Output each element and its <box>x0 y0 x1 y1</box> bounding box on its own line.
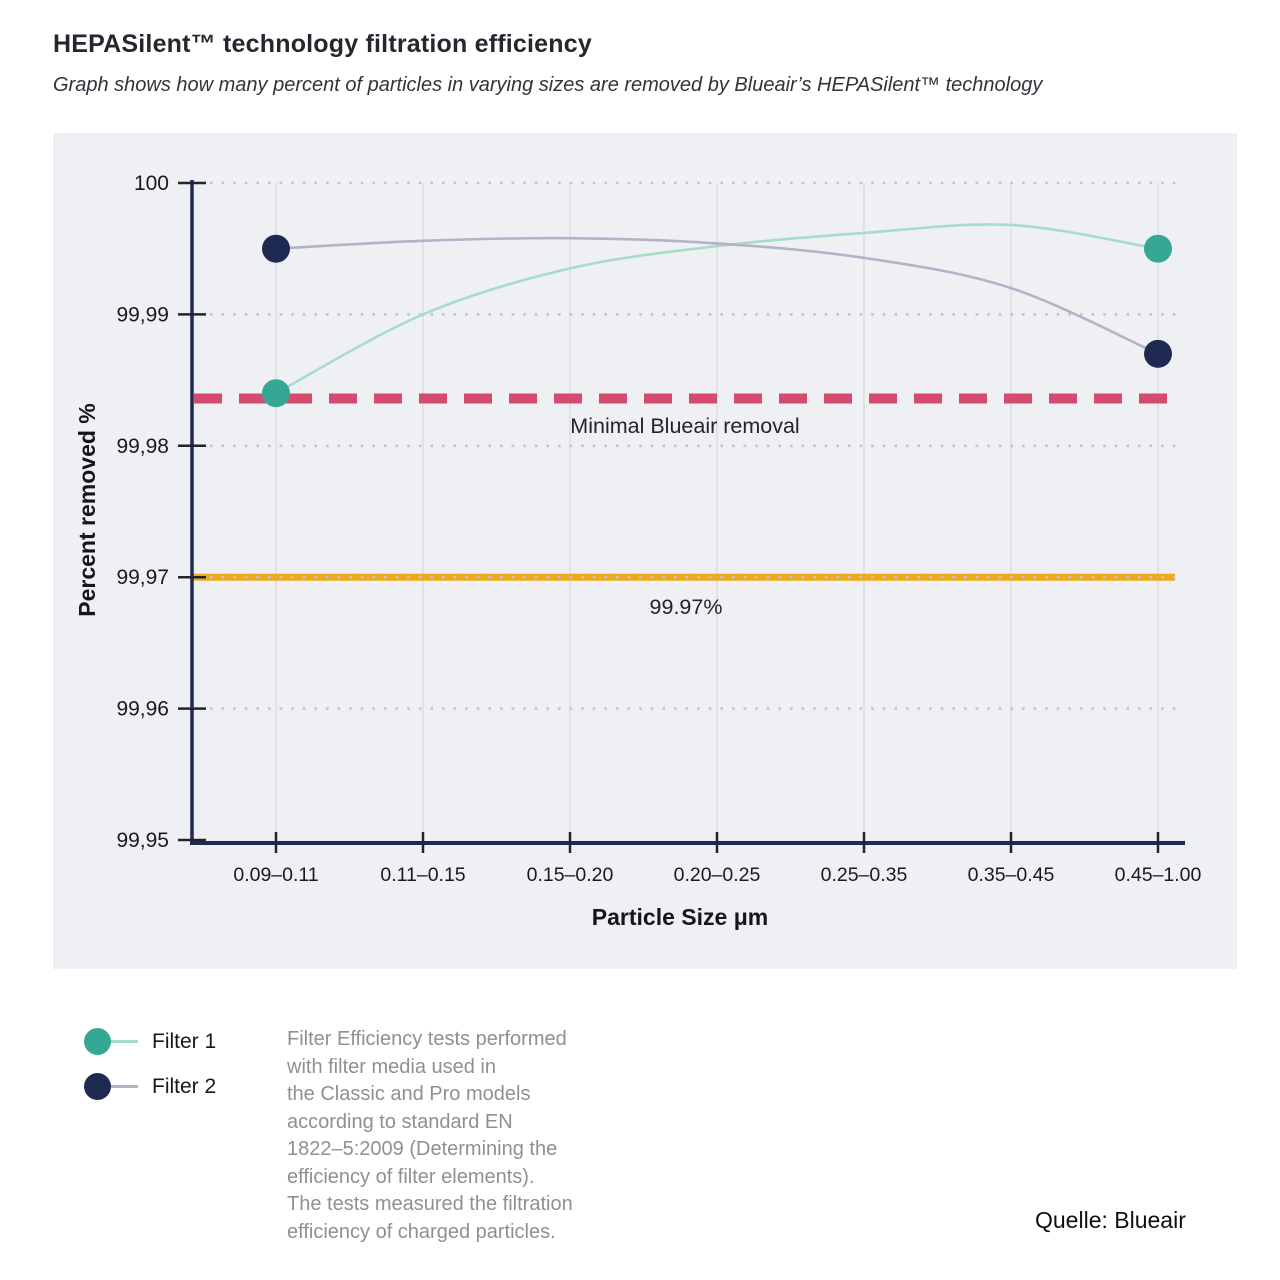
filtration-chart: Minimal Blueair removal 99.97% 100 99,99 99,… <box>74 172 1202 930</box>
note-line: with filter media used in <box>287 1055 496 1078</box>
x-tick-label: 0.25–0.35 <box>821 864 908 886</box>
chart-legend: Filter 1 Filter 2 <box>84 1028 216 1118</box>
reference-line-label: 99.97% <box>650 595 723 619</box>
legend-label: Filter 2 <box>152 1074 217 1098</box>
x-tick-label: 0.20–0.25 <box>674 864 761 886</box>
source-attribution: Quelle: Blueair <box>1035 1207 1186 1233</box>
note-line: according to standard EN <box>287 1110 513 1133</box>
note-line: efficiency of charged particles. <box>287 1220 556 1243</box>
methodology-note: Filter Efficiency tests performed with f… <box>287 1026 627 1246</box>
filter-2-point <box>1144 339 1172 368</box>
x-tick-label: 0.45–1.00 <box>1115 864 1202 886</box>
y-tick-label: 99,98 <box>116 435 169 458</box>
note-line: 1822–5:2009 (Determining the <box>287 1138 558 1160</box>
page-subtitle: Graph shows how many percent of particle… <box>53 74 1043 96</box>
filter-1-point <box>1144 234 1172 263</box>
legend-item-filter-1: Filter 1 <box>84 1028 216 1055</box>
x-tick-label: 0.35–0.45 <box>968 864 1055 886</box>
filter-2-curve <box>275 236 1159 355</box>
x-tick-label: 0.09–0.11 <box>233 864 318 886</box>
filter-1-curve <box>275 223 1159 395</box>
chart-panel: Minimal Blueair removal 99.97% 100 99,99 99,… <box>53 133 1237 969</box>
filter-2-point <box>262 234 290 263</box>
filter-1-line-icon <box>111 1040 138 1043</box>
filter-1-marker-icon <box>84 1028 111 1055</box>
filter-1-point <box>262 379 290 408</box>
note-line: the Classic and Pro models <box>287 1083 531 1105</box>
y-tick-label: 99,97 <box>116 566 169 589</box>
page-title: HEPASilent™ technology filtration effici… <box>53 30 592 58</box>
note-line: Filter Efficiency tests performed <box>287 1028 567 1050</box>
legend-item-filter-2: Filter 2 <box>84 1073 216 1100</box>
x-axis-title: Particle Size μm <box>592 904 768 930</box>
y-tick-label: 100 <box>134 172 169 195</box>
y-tick-label: 99,96 <box>116 698 169 721</box>
y-tick-label: 99,99 <box>116 303 169 326</box>
y-tick-label: 99,95 <box>116 829 169 852</box>
filter-2-marker-icon <box>84 1073 111 1100</box>
filter-2-line-icon <box>111 1085 138 1088</box>
legend-label: Filter 1 <box>152 1029 217 1053</box>
x-tick-label: 0.11–0.15 <box>380 864 465 886</box>
note-line: efficiency of filter elements). <box>287 1165 535 1188</box>
note-line: The tests measured the filtration <box>287 1193 573 1215</box>
x-tick-label: 0.15–0.20 <box>527 864 614 886</box>
y-axis-title: Percent removed % <box>74 403 100 616</box>
reference-line-label: Minimal Blueair removal <box>570 414 799 438</box>
